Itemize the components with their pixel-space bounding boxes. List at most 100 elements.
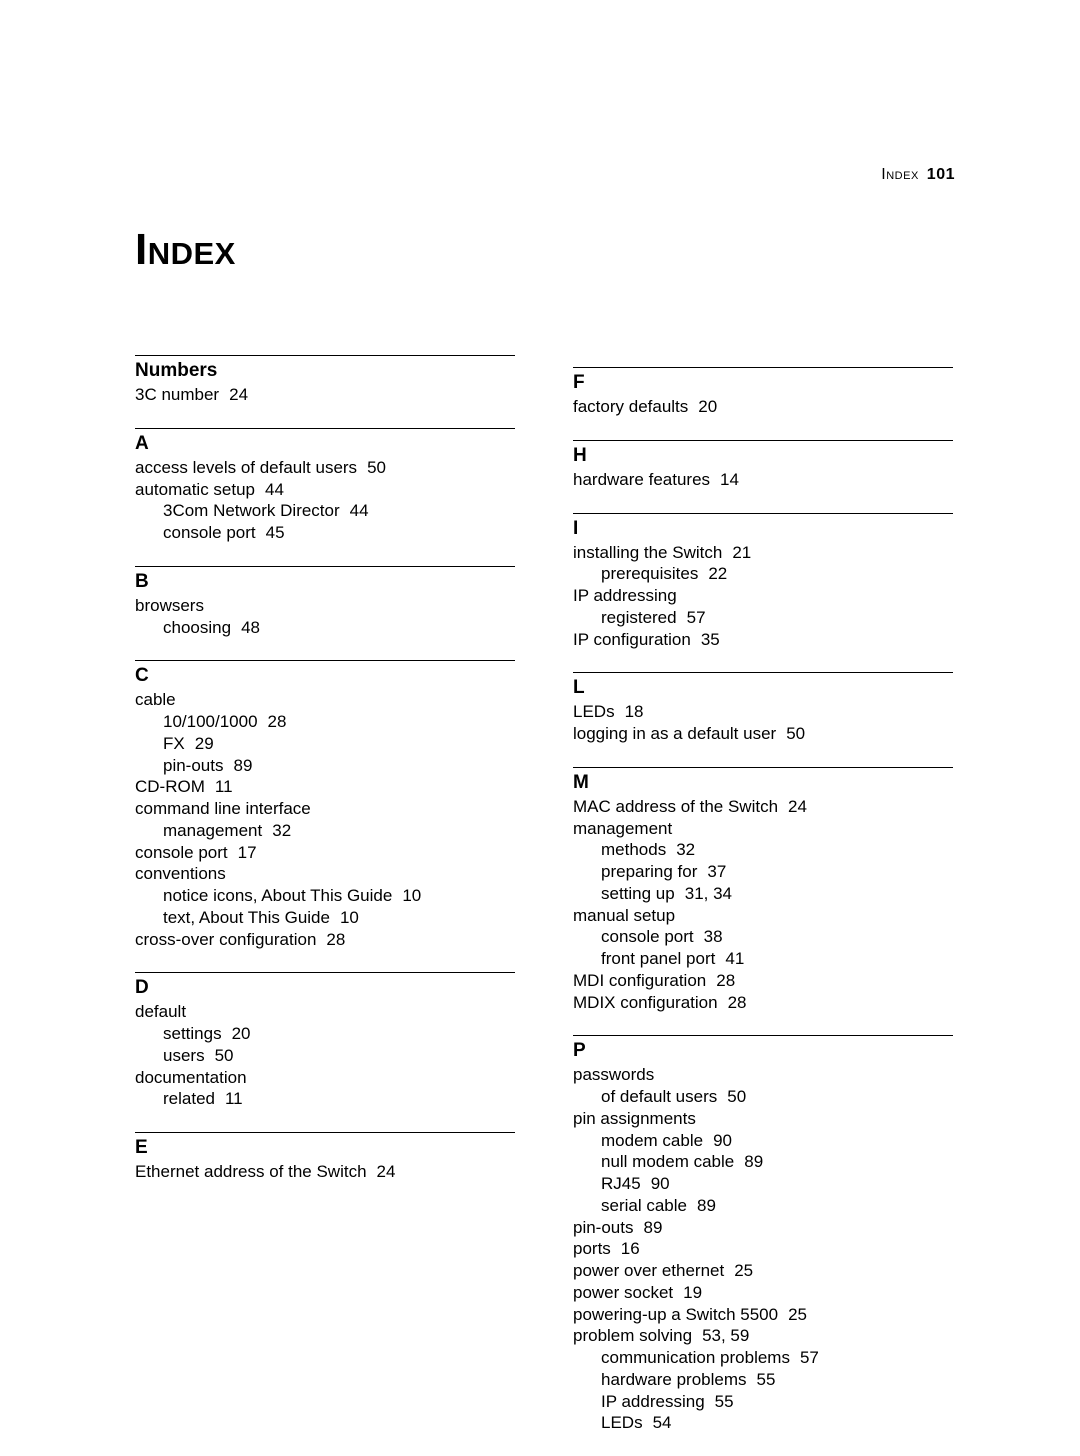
entry-page: 89: [233, 756, 252, 775]
entry-term: power over ethernet: [573, 1261, 724, 1280]
page: Index101 Index Numbers3C number24Aaccess…: [135, 0, 955, 1456]
section-heading: E: [135, 1137, 515, 1159]
index-entry: prerequisites 22: [573, 563, 953, 585]
index-entry: MDIX configuration28: [573, 992, 953, 1014]
index-entry: RJ45 90: [573, 1173, 953, 1195]
entry-page: 32: [676, 840, 695, 859]
entry-term: 3Com Network Director: [163, 501, 340, 520]
entry-term: communication problems: [601, 1348, 790, 1367]
entry-term: pin assignments: [573, 1109, 696, 1128]
entry-page: 28: [716, 971, 735, 990]
right-column: Ffactory defaults20Hhardware features14I…: [573, 367, 953, 1456]
entry-page: 20: [232, 1024, 251, 1043]
index-entry: 3Com Network Director 44: [135, 500, 515, 522]
entry-term: methods: [601, 840, 666, 859]
entry-term: LEDs: [601, 1413, 643, 1432]
index-entry: LEDs 54: [573, 1412, 953, 1434]
index-entry: settings 20: [135, 1023, 515, 1045]
entry-term: 3C number: [135, 385, 219, 404]
index-entry: setting up31, 34: [573, 883, 953, 905]
entry-term: automatic setup: [135, 480, 255, 499]
section-heading: I: [573, 518, 953, 540]
index-entry: MDI configuration 28: [573, 970, 953, 992]
entry-page: 37: [707, 862, 726, 881]
index-entry: logging in as a default user50: [573, 723, 953, 745]
index-section: LLEDs18logging in as a default user50: [573, 672, 953, 745]
entry-page: 32: [272, 821, 291, 840]
entry-term: text, About This Guide: [163, 908, 330, 927]
entry-page: 35: [701, 630, 720, 649]
entry-page: 11: [225, 1089, 243, 1108]
index-entry: factory defaults20: [573, 396, 953, 418]
entry-term: front panel port: [601, 949, 715, 968]
entry-page: 11: [215, 777, 233, 796]
index-entry: command line interface: [135, 798, 515, 820]
index-entry: text, About This Guide10: [135, 907, 515, 929]
entry-page: 28: [728, 993, 747, 1012]
entry-term: settings: [163, 1024, 222, 1043]
entry-page: 17: [238, 843, 257, 862]
index-entry: power over ethernet25: [573, 1260, 953, 1282]
index-entry: manual setup: [573, 905, 953, 927]
index-section: Hhardware features14: [573, 440, 953, 491]
index-entry: hardware features14: [573, 469, 953, 491]
index-entry: communication problems 57: [573, 1347, 953, 1369]
entry-page: 24: [377, 1162, 396, 1181]
entry-term: conventions: [135, 864, 226, 883]
entry-page: 44: [350, 501, 369, 520]
entry-page: 89: [744, 1152, 763, 1171]
index-entry: documentation: [135, 1067, 515, 1089]
section-heading: Numbers: [135, 360, 515, 382]
index-entry: users50: [135, 1045, 515, 1067]
entry-term: null modem cable: [601, 1152, 734, 1171]
entry-page: 18: [625, 702, 644, 721]
index-entry: access levels of default users 50: [135, 457, 515, 479]
entry-term: problem solving: [573, 1326, 692, 1345]
entry-page: 57: [687, 608, 706, 627]
entry-page: 28: [268, 712, 287, 731]
entry-term: cable: [135, 690, 176, 709]
entry-term: hardware features: [573, 470, 710, 489]
entry-page: 90: [713, 1131, 732, 1150]
index-entry: 3C number24: [135, 384, 515, 406]
index-entry: Ethernet address of the Switch24: [135, 1161, 515, 1183]
index-section: Ppasswordsof default users50pin assignme…: [573, 1035, 953, 1434]
section-heading: B: [135, 571, 515, 593]
entry-term: manual setup: [573, 906, 675, 925]
entry-page: 57: [800, 1348, 819, 1367]
entry-page: 44: [265, 480, 284, 499]
index-section: Ccable10/100/100028FX29pin-outs89CD-ROM1…: [135, 660, 515, 950]
entry-term: related: [163, 1089, 215, 1108]
section-heading: H: [573, 445, 953, 467]
index-entry: pin-outs89: [135, 755, 515, 777]
entry-page: 90: [651, 1174, 670, 1193]
entry-term: management: [573, 819, 672, 838]
entry-page: 16: [621, 1239, 640, 1258]
index-entry: conventions: [135, 863, 515, 885]
entry-term: hardware problems: [601, 1370, 747, 1389]
index-entry: FX29: [135, 733, 515, 755]
header-page-number: 101: [927, 166, 955, 183]
index-entry: IP addressing55: [573, 1391, 953, 1413]
entry-term: registered: [601, 608, 677, 627]
index-entry: cable: [135, 689, 515, 711]
entry-term: command line interface: [135, 799, 311, 818]
entry-page: 50: [786, 724, 805, 743]
entry-page: 50: [367, 458, 386, 477]
entry-term: RJ45: [601, 1174, 641, 1193]
entry-term: access levels of default users: [135, 458, 357, 477]
index-entry: browsers: [135, 595, 515, 617]
index-section: Bbrowserschoosing48: [135, 566, 515, 639]
entry-term: prerequisites: [601, 564, 698, 583]
entry-term: preparing for: [601, 862, 697, 881]
entry-page: 19: [683, 1283, 702, 1302]
entry-page: 20: [698, 397, 717, 416]
entry-page: 54: [653, 1413, 672, 1432]
entry-page: 22: [708, 564, 727, 583]
entry-term: documentation: [135, 1068, 247, 1087]
entry-page: 31, 34: [685, 884, 732, 903]
entry-term: serial cable: [601, 1196, 687, 1215]
index-entry: choosing48: [135, 617, 515, 639]
entry-term: MDI configuration: [573, 971, 706, 990]
entry-term: powering-up a Switch 5500: [573, 1305, 778, 1324]
